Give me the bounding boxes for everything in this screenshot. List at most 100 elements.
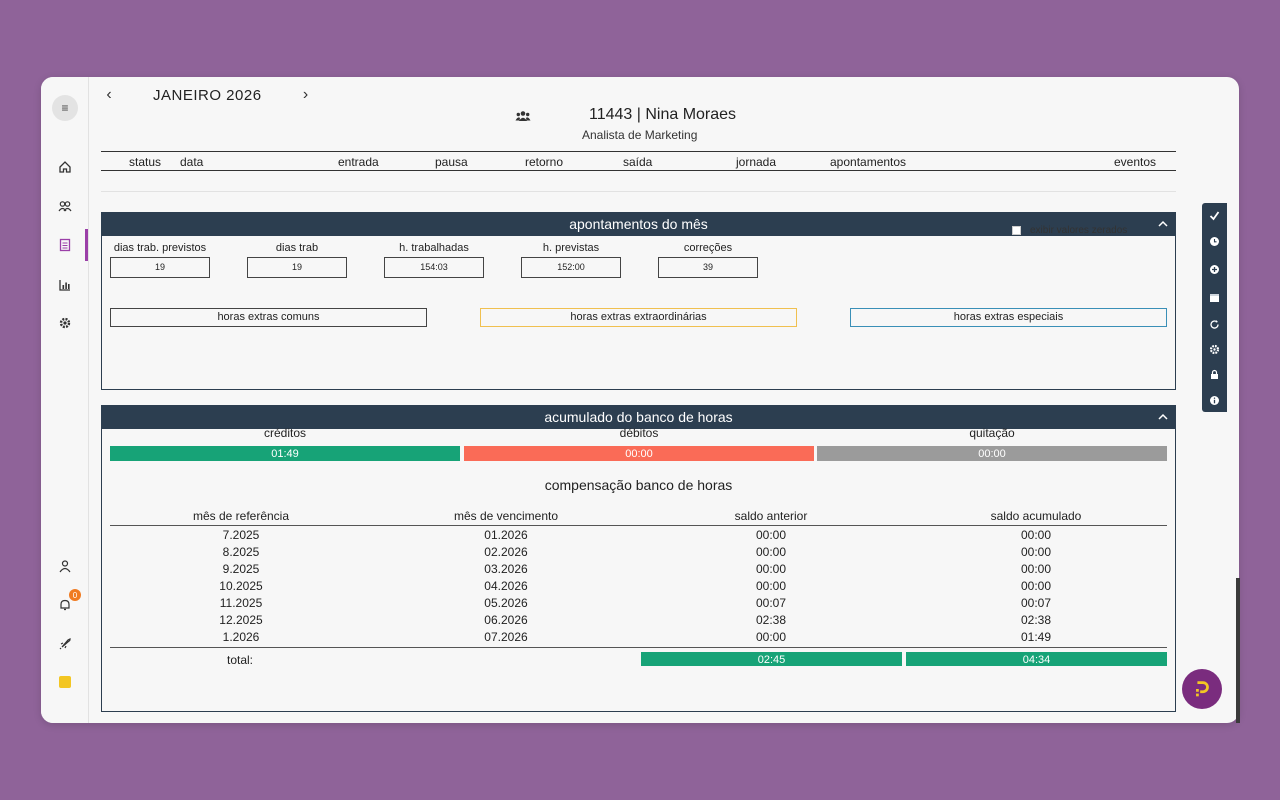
notification-badge: 0 — [69, 589, 81, 601]
cell: 11.2025 — [219, 596, 263, 610]
employee-name: 11443 | Nina Moraes — [589, 106, 737, 123]
credits-label: créditos — [263, 426, 307, 440]
stat-dias-trab-previstos: dias trab. previstos 19 — [110, 242, 210, 278]
home-icon[interactable] — [41, 155, 88, 179]
settings-icon[interactable] — [41, 311, 88, 335]
employee-role: Analista de Marketing — [582, 128, 698, 142]
refresh-icon[interactable] — [1202, 317, 1227, 331]
extra-hours-special-button[interactable]: horas extras especiais — [850, 308, 1167, 327]
profile-icon[interactable] — [41, 554, 88, 578]
cell: 00:00 — [755, 630, 787, 644]
cell: 00:00 — [1020, 579, 1052, 593]
current-month: JANEIRO 2026 — [153, 86, 262, 104]
col-ref-month: mês de referência — [192, 509, 290, 523]
help-icon[interactable] — [59, 676, 71, 688]
divider — [101, 191, 1176, 192]
bell-icon[interactable] — [41, 593, 88, 617]
cell: 00:00 — [1020, 528, 1052, 542]
timesheet-icon[interactable] — [41, 233, 88, 257]
col-entrada: entrada — [338, 155, 379, 169]
cell: 01.2026 — [484, 528, 528, 542]
add-icon[interactable] — [1202, 262, 1227, 276]
total-label: total: — [227, 653, 254, 667]
active-indicator — [85, 229, 88, 261]
reports-icon[interactable] — [41, 273, 88, 297]
table-row: 1.2026 07.2026 00:00 01:49 — [110, 630, 1167, 647]
stat-label: dias trab — [275, 242, 319, 254]
total-accum-balance: 04:34 — [906, 652, 1167, 666]
col-eventos: eventos — [1114, 155, 1157, 169]
table-row: 7.2025 01.2026 00:00 00:00 — [110, 528, 1167, 545]
lock-icon[interactable] — [1202, 367, 1227, 381]
cell: 07.2026 — [484, 630, 528, 644]
prev-month-button[interactable]: ‹ — [106, 86, 112, 103]
calendar-icon[interactable] — [1202, 290, 1227, 304]
right-toolbar — [1202, 203, 1227, 412]
assistant-fab-button[interactable] — [1182, 669, 1222, 709]
check-icon[interactable] — [1202, 208, 1227, 222]
stat-label: h. trabalhadas — [399, 242, 469, 254]
cell: 1.2026 — [222, 630, 260, 644]
col-retorno: retorno — [525, 155, 564, 169]
col-accum-balance: saldo acumulado — [990, 509, 1082, 523]
cell: 03.2026 — [484, 562, 528, 576]
extra-hours-extraordinary-button[interactable]: horas extras extraordinárias — [480, 308, 797, 327]
team-icon[interactable] — [41, 194, 88, 218]
users-icon — [515, 111, 531, 121]
clock-icon[interactable] — [1202, 234, 1227, 248]
timesheet-column-headers: status data entrada pausa retorno saída … — [101, 151, 1176, 171]
sidebar: ≡ 0 — [41, 77, 89, 723]
stat-value: 154:03 — [384, 257, 484, 278]
info-icon[interactable] — [1202, 393, 1227, 407]
hour-bank-header[interactable]: acumulado do banco de horas — [102, 406, 1175, 429]
monthly-summary-title: apontamentos do mês — [569, 216, 708, 232]
settlement-value: 00:00 — [817, 446, 1167, 461]
chevron-up-icon[interactable] — [1157, 218, 1169, 230]
chevron-up-icon[interactable] — [1157, 411, 1169, 423]
stat-h-previstas: h. previstas 152:00 — [521, 242, 621, 278]
table-row: 8.2025 02.2026 00:00 00:00 — [110, 545, 1167, 562]
checkbox-box[interactable] — [1012, 226, 1021, 235]
menu-button[interactable]: ≡ — [52, 95, 78, 121]
hour-bank-panel: acumulado do banco de horas créditos déb… — [101, 405, 1176, 712]
cell: 06.2026 — [484, 613, 528, 627]
settlement-label: quitação — [969, 426, 1015, 440]
compensation-title: compensação banco de horas — [544, 477, 733, 493]
table-row: 9.2025 03.2026 00:00 00:00 — [110, 562, 1167, 579]
cell: 04.2026 — [484, 579, 528, 593]
stat-dias-trab: dias trab 19 — [247, 242, 347, 278]
stat-value: 19 — [110, 257, 210, 278]
col-due-month: mês de vencimento — [453, 509, 559, 523]
show-zero-values-checkbox[interactable]: exibir valores zerados — [1012, 225, 1127, 236]
cell: 00:00 — [755, 545, 787, 559]
monthly-summary-header[interactable]: apontamentos do mês — [102, 213, 1175, 236]
scroll-shadow — [1236, 578, 1240, 723]
total-prev-balance: 02:45 — [641, 652, 902, 666]
cell: 01:49 — [1020, 630, 1052, 644]
next-month-button[interactable]: › — [302, 86, 309, 103]
app-window: ≡ 0 ‹ JANEIRO 2026 › — [41, 77, 1239, 723]
col-prev-balance: saldo anterior — [734, 509, 808, 523]
cell: 9.2025 — [222, 562, 260, 576]
cell: 7.2025 — [222, 528, 260, 542]
cell: 02:38 — [755, 613, 787, 627]
gear-icon[interactable] — [1202, 342, 1227, 356]
logo-icon — [1196, 681, 1209, 697]
debits-value: 00:00 — [464, 446, 814, 461]
rocket-icon[interactable] — [41, 632, 88, 656]
stat-value: 19 — [247, 257, 347, 278]
hamburger-icon: ≡ — [61, 101, 69, 115]
col-saida: saída — [623, 155, 653, 169]
credits-value: 01:49 — [110, 446, 460, 461]
stat-correcoes: correções 39 — [658, 242, 758, 278]
total-divider — [110, 647, 1167, 648]
cell: 00:07 — [1020, 596, 1052, 610]
cell: 10.2025 — [219, 579, 263, 593]
cell: 00:00 — [755, 562, 787, 576]
extra-hours-common-button[interactable]: horas extras comuns — [110, 308, 427, 327]
stat-value: 152:00 — [521, 257, 621, 278]
stat-label: correções — [683, 242, 733, 254]
cell: 00:00 — [755, 579, 787, 593]
monthly-summary-panel: apontamentos do mês exibir valores zerad… — [101, 212, 1176, 390]
cell: 02:38 — [1020, 613, 1052, 627]
